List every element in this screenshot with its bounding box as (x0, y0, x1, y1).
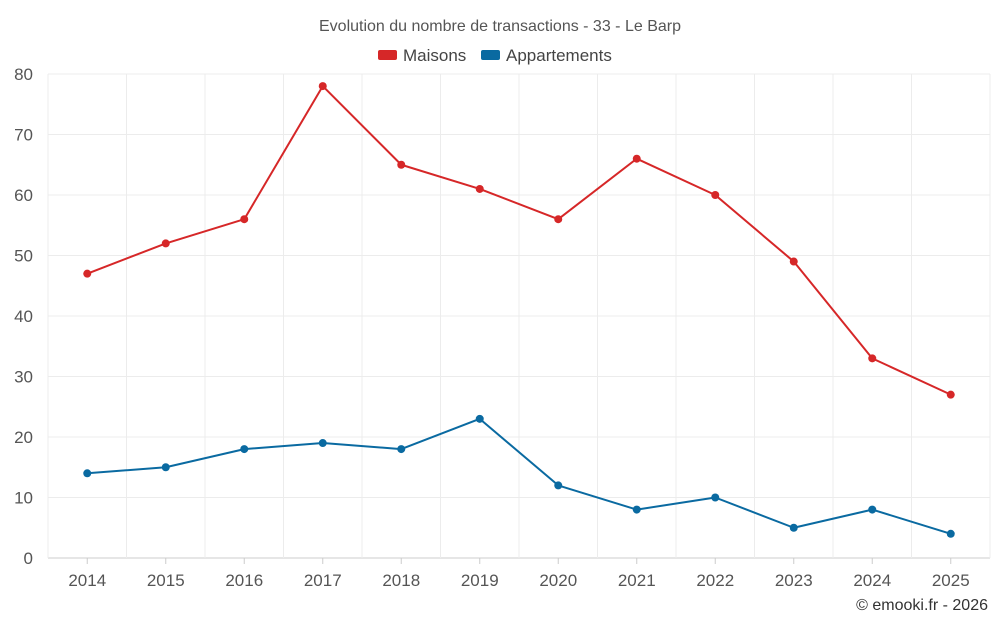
data-point-appartements-2019[interactable] (475, 414, 484, 423)
data-point-maisons-2019[interactable] (475, 184, 484, 193)
x-tick-label-2019: 2019 (461, 571, 499, 590)
x-tick-label-2016: 2016 (225, 571, 263, 590)
x-tick-label-2017: 2017 (304, 571, 342, 590)
data-point-maisons-2022[interactable] (711, 191, 720, 199)
x-tick-label-2022: 2022 (696, 571, 734, 590)
legend-item-maisons[interactable]: Maisons (378, 46, 466, 65)
data-point-maisons-2016[interactable] (240, 215, 249, 224)
y-tick-label: 20 (14, 428, 33, 447)
chart-title: Evolution du nombre de transactions - 33… (319, 18, 681, 35)
legend-swatch-maisons (378, 50, 397, 60)
data-point-appartements-2021[interactable] (632, 505, 641, 514)
x-tick-label-2023: 2023 (775, 571, 813, 590)
y-tick-label: 60 (14, 186, 33, 205)
data-point-maisons-2024[interactable] (868, 354, 877, 363)
legend-swatch-appartements (481, 50, 500, 60)
data-point-maisons-2025[interactable] (946, 390, 955, 399)
copyright-credit: © emooki.fr - 2026 (856, 597, 988, 614)
x-axis: 2014 2015 2016 2017 2018 2019 2020 2021 2022 2023… (68, 558, 970, 590)
data-point-maisons-2018[interactable] (397, 160, 406, 169)
y-tick-label: 40 (14, 307, 33, 326)
x-tick-label-2018: 2018 (382, 571, 420, 590)
legend-label-maisons: Maisons (403, 46, 466, 65)
data-point-appartements-2024[interactable] (868, 505, 877, 514)
y-tick-label: 30 (14, 368, 33, 387)
data-point-appartements-2022[interactable] (711, 493, 720, 502)
x-tick-label-2020: 2020 (539, 571, 577, 590)
data-point-appartements-2025[interactable] (946, 529, 955, 538)
data-point-appartements-2017[interactable] (318, 439, 327, 448)
data-point-maisons-2015[interactable] (161, 239, 170, 248)
data-point-maisons-2023[interactable] (789, 257, 798, 266)
x-tick-label-2024: 2024 (853, 571, 891, 590)
x-tick-label-2025: 2025 (932, 571, 970, 590)
series-line-maisons (86, 85, 952, 396)
y-axis: 0 10 20 30 40 50 60 70 80 (14, 65, 33, 568)
data-point-appartements-2018[interactable] (397, 445, 406, 454)
y-tick-label: 0 (24, 549, 33, 568)
x-tick-label-2021: 2021 (618, 571, 656, 590)
series-line-appartements (87, 417, 952, 535)
data-point-appartements-2023[interactable] (789, 523, 798, 532)
y-tick-label: 50 (14, 247, 33, 266)
y-tick-label: 70 (14, 126, 33, 145)
legend-item-appartements[interactable]: Appartements (481, 46, 612, 65)
data-point-maisons-2021[interactable] (632, 154, 641, 163)
data-point-appartements-2014[interactable] (83, 469, 92, 478)
legend: Maisons Appartements (378, 46, 612, 65)
series-maisons (83, 82, 955, 399)
data-point-maisons-2017[interactable] (318, 82, 327, 91)
series (83, 82, 955, 538)
data-point-maisons-2020[interactable] (554, 215, 563, 224)
series-appartements (83, 414, 955, 538)
legend-label-appartements: Appartements (506, 46, 612, 65)
data-point-appartements-2015[interactable] (161, 463, 170, 472)
y-tick-label: 10 (14, 489, 33, 508)
x-tick-label-2014: 2014 (68, 571, 106, 590)
data-point-maisons-2014[interactable] (83, 269, 92, 278)
data-point-appartements-2020[interactable] (554, 481, 563, 490)
grid (47, 73, 991, 559)
y-tick-label: 80 (14, 65, 33, 84)
data-point-appartements-2016[interactable] (240, 445, 249, 454)
x-tick-label-2015: 2015 (147, 571, 185, 590)
